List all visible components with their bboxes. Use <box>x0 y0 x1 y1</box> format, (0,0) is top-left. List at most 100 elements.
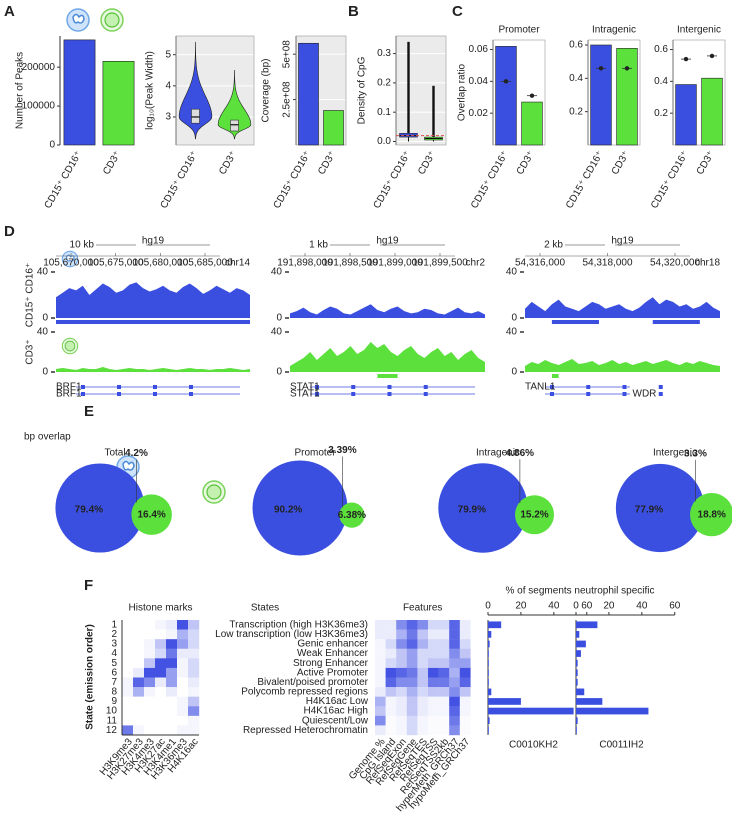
y-tick-label: 5 <box>165 49 171 60</box>
heatmap-cell <box>428 639 439 649</box>
heatmap-cell <box>438 629 450 640</box>
row-label: 5 <box>111 658 117 669</box>
heatmap-cell <box>133 658 145 669</box>
heatmap-cell <box>155 648 167 659</box>
x-tick-label: CD3⁺ <box>101 149 123 176</box>
state-name: Weak Enhancer <box>297 648 369 659</box>
state-name: Active Promoter <box>297 667 369 678</box>
y-tick-label: 2.5e+08 <box>282 81 293 118</box>
heatmap-cell <box>385 667 397 678</box>
bar <box>488 726 489 734</box>
state-name: H4K16ac Low <box>306 696 369 707</box>
state-name: H4K16ac High <box>304 706 368 717</box>
heatmap-cell <box>406 639 418 649</box>
heatmap-cell <box>155 706 167 717</box>
heatmap-cell <box>122 677 134 688</box>
row-label: 3 <box>111 639 117 650</box>
track-scale-label: 0 <box>511 367 517 378</box>
heatmap-cell <box>438 620 450 630</box>
heatmap-cell <box>396 620 407 630</box>
heatmap-cell <box>406 725 418 736</box>
heatmap-cell <box>133 706 145 717</box>
chart-title: Intragenic <box>592 25 636 36</box>
panel-label: E <box>84 403 94 420</box>
venn-circle <box>55 463 145 553</box>
state-name: Bivalent/poised promoter <box>257 677 368 688</box>
heatmap-cell <box>438 667 450 678</box>
bar <box>576 678 578 686</box>
x-tick-label: 60 <box>581 601 593 612</box>
row-label: 10 <box>106 706 118 717</box>
chart-title: Intergenic <box>677 25 721 36</box>
heatmap-cell <box>385 687 397 697</box>
heatmap-cell <box>166 696 178 707</box>
heatmap-cell <box>375 715 386 726</box>
venn-label: 18.8% <box>698 509 726 520</box>
row-label: 4 <box>111 648 117 659</box>
heatmap-cell <box>375 725 386 736</box>
heatmap-cell <box>133 715 145 726</box>
position-label: 54,320,000 <box>650 258 700 269</box>
peak <box>551 374 559 378</box>
heatmap-cell <box>406 677 418 688</box>
state-name: Repressed Heterochromatin <box>243 725 368 736</box>
heatmap-cell <box>406 667 418 678</box>
heatmap-cell <box>155 639 167 649</box>
assembly-label: hg19 <box>376 236 399 247</box>
heatmap-cell <box>438 687 450 697</box>
heatmap-cell <box>133 620 145 630</box>
heatmap-cell <box>396 648 407 659</box>
exon <box>189 385 193 389</box>
heatmap-cell <box>459 629 471 640</box>
heatmap-cell <box>396 706 407 717</box>
bar <box>576 659 578 667</box>
heatmap-cell <box>449 658 460 669</box>
venn-label: 3.39% <box>328 445 356 456</box>
heatmap-cell <box>155 677 167 688</box>
x-tick-label: CD3⁺ <box>416 149 438 176</box>
venn-circle <box>690 492 732 537</box>
exon <box>423 392 428 396</box>
heatmap-cell <box>385 706 397 717</box>
x-axis-label: C0011IH2 <box>599 740 644 751</box>
heatmap-cell <box>406 629 418 640</box>
bar <box>488 659 489 667</box>
heatmap-cell <box>459 725 471 736</box>
plot-frame <box>672 39 726 146</box>
heatmap-cell <box>155 715 167 726</box>
heatmap-cell <box>406 687 418 697</box>
x-tick-label: CD15⁺ CD16⁺ <box>649 149 691 210</box>
venn-label: 16.4% <box>137 509 165 520</box>
heatmap-cell <box>428 648 439 659</box>
heatmap-cell <box>449 620 460 630</box>
bar <box>488 688 492 696</box>
y-tick-label: 4 <box>165 80 171 91</box>
heatmap-cell <box>188 706 200 717</box>
bar <box>576 650 581 657</box>
neutrophil-icon <box>61 250 79 268</box>
bar <box>488 621 502 629</box>
plot-frame <box>175 35 255 146</box>
state-name: Polycomb repressed regions <box>241 687 368 698</box>
y-tick-label: 0 <box>49 140 55 151</box>
venn-label: 3.3% <box>684 449 707 460</box>
exon <box>351 392 356 396</box>
chart-title: Promoter <box>498 25 540 36</box>
box <box>230 119 239 132</box>
heatmap-cell <box>122 658 134 669</box>
heatmap-title: Histone marks <box>129 603 193 614</box>
gene-label: STAT1 <box>290 389 320 400</box>
point <box>503 79 509 84</box>
plot-frame <box>587 39 641 146</box>
exon <box>387 385 392 389</box>
heatmap-cell <box>428 658 439 669</box>
exon <box>622 392 627 396</box>
bar <box>701 77 723 146</box>
heatmap-cell <box>438 706 450 717</box>
y-axis-label: Overlap ratio <box>457 63 468 121</box>
outliers <box>407 41 410 134</box>
point <box>709 53 715 59</box>
heatmap-title: Features <box>403 603 442 614</box>
y-tick-label: 0.2 <box>377 78 391 89</box>
